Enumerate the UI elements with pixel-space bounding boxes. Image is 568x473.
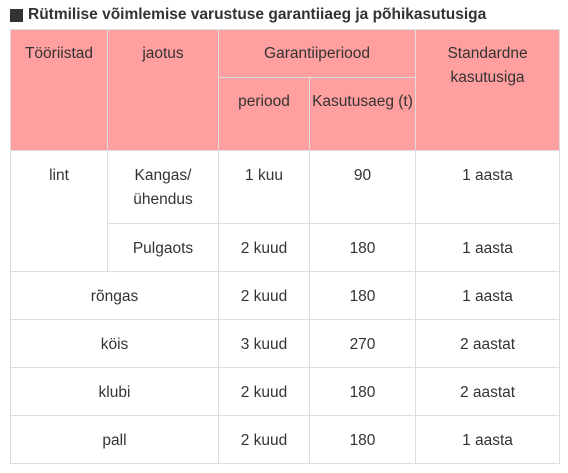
- section-title-text: Rütmilise võimlemise varustuse garantiia…: [28, 6, 487, 23]
- cell-hours: 180: [308, 415, 417, 464]
- header-division: jaotus: [107, 29, 219, 151]
- cell-hours: 90: [308, 150, 417, 224]
- table-row: rõngas 2 kuud 180 1 aasta: [10, 271, 561, 320]
- header-tool: Tööriistad: [10, 29, 108, 151]
- header-row: Tööriistad jaotus Garantiiperiood Standa…: [10, 29, 561, 151]
- cell-life: 1 aasta: [415, 223, 561, 272]
- cell-period: 2 kuud: [218, 223, 310, 272]
- subheader-row: periood Kasutusaeg (t): [11, 77, 560, 151]
- section-title: Rütmilise võimlemise varustuse garantiia…: [10, 6, 486, 24]
- table-row: klubi 2 kuud 180 2 aastat: [10, 367, 561, 416]
- cell-period: 2 kuud: [218, 415, 310, 464]
- warranty-table: Tööriistad jaotus Garantiiperiood Standa…: [10, 29, 561, 464]
- cell-period: 2 kuud: [218, 271, 310, 320]
- cell-tool: pall: [10, 415, 219, 464]
- header-service-life: Standardne kasutusiga: [415, 29, 561, 151]
- cell-division: Kangas/ ühendus: [107, 150, 219, 224]
- header-period: periood: [218, 77, 310, 151]
- cell-period: 1 kuu: [218, 150, 310, 224]
- cell-hours: 180: [308, 367, 417, 416]
- cell-hours: 270: [308, 319, 417, 368]
- table-row: pall 2 kuud 180 1 aasta: [10, 415, 561, 464]
- table-row: lint Kangas/ ühendus 1 kuu 90 1 aasta: [10, 150, 561, 272]
- cell-tool: rõngas: [10, 271, 219, 320]
- cell-life: 2 aastat: [415, 367, 561, 416]
- table-row: köis 3 kuud 270 2 aastat: [10, 319, 561, 368]
- header-usage-time: Kasutusaeg (t): [308, 77, 417, 151]
- cell-division: Pulgaots: [107, 223, 219, 272]
- cell-tool: köis: [10, 319, 219, 368]
- cell-life: 1 aasta: [415, 271, 561, 320]
- cell-hours: 180: [308, 223, 417, 272]
- cell-period: 3 kuud: [218, 319, 310, 368]
- cell-period: 2 kuud: [218, 367, 310, 416]
- square-bullet-icon: [10, 8, 23, 22]
- cell-tool: lint: [10, 150, 108, 272]
- header-warranty: Garantiiperiood: [217, 29, 417, 78]
- cell-tool: klubi: [10, 367, 219, 416]
- cell-life: 2 aastat: [415, 319, 561, 368]
- cell-life: 1 aasta: [415, 415, 561, 464]
- table-row: Pulgaots 2 kuud 180 1 aasta: [11, 223, 561, 272]
- cell-life: 1 aasta: [415, 150, 561, 224]
- cell-hours: 180: [308, 271, 417, 320]
